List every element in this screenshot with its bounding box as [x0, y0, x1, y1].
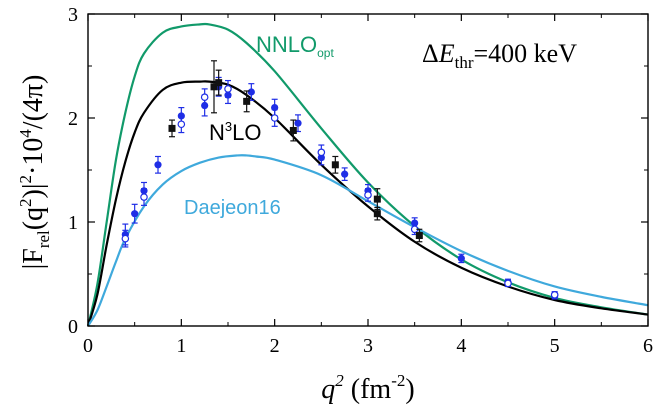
data-point-open-circle [121, 234, 130, 243]
data-point-square [243, 97, 251, 105]
x-tick-label: 1 [176, 335, 186, 357]
data-point-open-circle [200, 93, 209, 102]
x-tick-label: 3 [363, 335, 373, 357]
data-point-open-circle [504, 279, 512, 288]
x-tick-label: 6 [643, 335, 653, 357]
y-tick-label: 0 [68, 316, 78, 338]
data-point-open-circle [364, 191, 372, 199]
series-label-n3lo: N3LO [209, 119, 261, 145]
data-point-square [168, 124, 176, 132]
data-point-square [373, 210, 381, 218]
data-point-circle [247, 88, 255, 96]
data-point-square [289, 126, 297, 134]
data-point-square [215, 79, 223, 87]
data-point-circle [154, 161, 162, 169]
data-point-open-circle [177, 120, 186, 129]
data-point-circle [457, 254, 465, 262]
x-tick-label: 0 [83, 335, 93, 357]
data-point-open-circle [224, 85, 232, 93]
data-point-square [210, 83, 218, 91]
data-point-circle [294, 119, 302, 127]
tick-labels: 0 1 2 3 4 5 6 0 1 2 3 [68, 4, 653, 357]
data-point-open-circle [550, 290, 559, 299]
curve-nnlo-opt [86, 22, 649, 327]
data-point-square [415, 232, 423, 240]
x-tick-label: 2 [270, 335, 280, 357]
data-point-square [373, 195, 381, 203]
threshold-annotation: ΔEthr=400 keV [422, 39, 577, 72]
x-tick-label: 4 [456, 335, 466, 357]
curve-daejeon16 [87, 154, 649, 327]
x-tick-label: 5 [550, 335, 560, 357]
data-point-open-circle [317, 148, 326, 157]
y-tick-label: 3 [68, 4, 78, 26]
series-label-daejeon16: Daejeon16 [184, 197, 281, 219]
data-point-circle [411, 219, 419, 227]
series-label-nnlo-opt: NNLOopt [256, 32, 334, 60]
theory-curves [86, 22, 649, 327]
data-point-open-circle [270, 114, 279, 122]
y-tick-label: 2 [68, 108, 78, 130]
data-point-circle [341, 170, 349, 178]
data-point-square [331, 161, 339, 169]
x-axis-label: q2 (fm-2) [321, 371, 414, 405]
data-points [121, 60, 559, 300]
y-tick-label: 1 [68, 212, 78, 234]
data-point-open-circle [140, 193, 148, 201]
data-point-circle [131, 210, 139, 218]
axis-ticks [87, 13, 649, 327]
y-axis-label: |Frel(q2)|2·104/(4π) [16, 75, 53, 270]
